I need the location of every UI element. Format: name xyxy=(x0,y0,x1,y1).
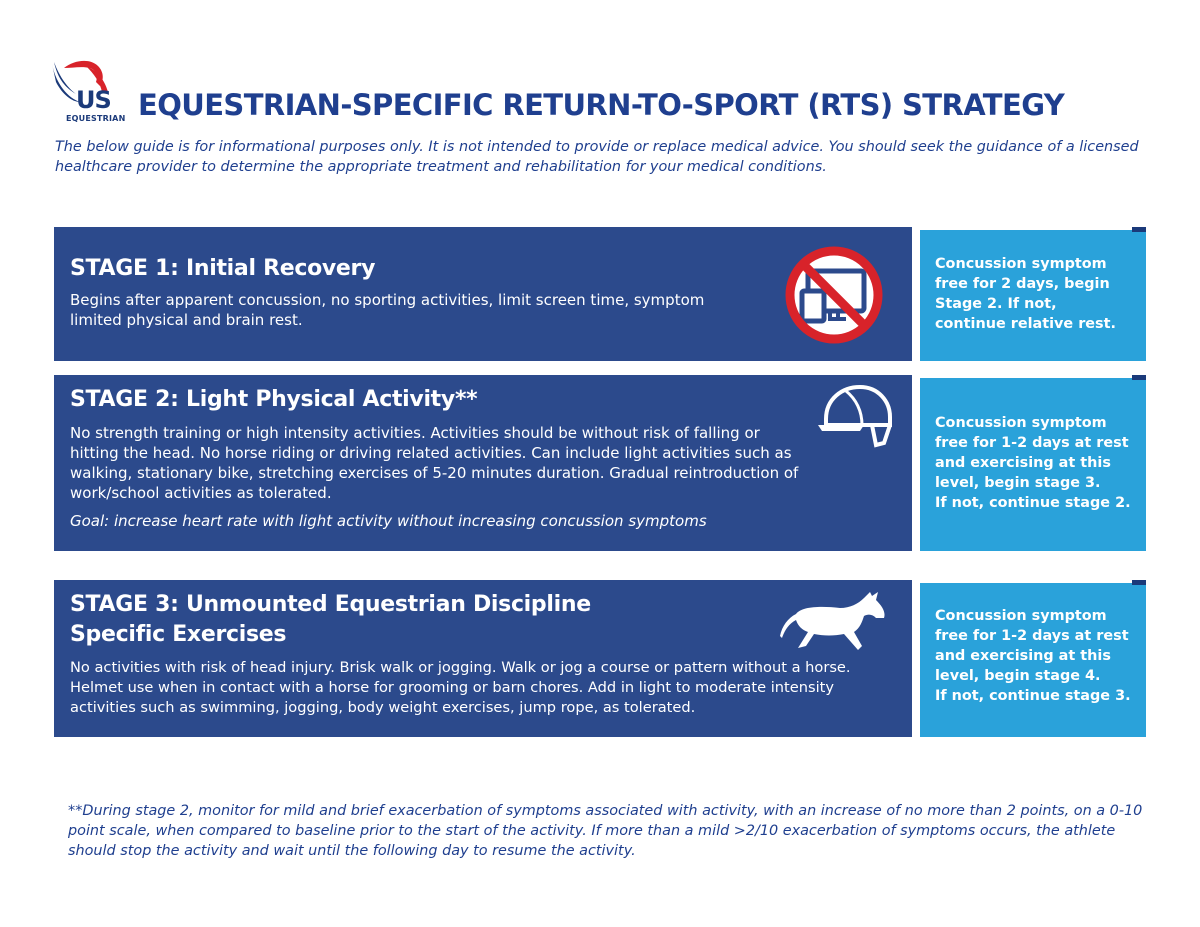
stage-1-panel: STAGE 1: Initial Recovery Begins after a… xyxy=(54,227,912,361)
stage-2-next-step: Concussion symptom free for 1-2 days at … xyxy=(935,415,1129,491)
no-screens-icon xyxy=(785,246,883,344)
stage-2-description: No strength training or high intensity a… xyxy=(70,424,799,502)
horse-head-logo-icon xyxy=(52,60,108,102)
footnote-text: **During stage 2, monitor for mild and b… xyxy=(68,803,1143,859)
stage-2-next-step-panel: Concussion symptom free for 1-2 days at … xyxy=(920,375,1146,551)
stage-3-description: No activities with risk of head injury. … xyxy=(70,659,851,716)
us-equestrian-logo: US EQUESTRIAN xyxy=(46,58,138,128)
stage-3-next-step-panel: Concussion symptom free for 1-2 days at … xyxy=(920,580,1146,737)
stage-3-next-step: Concussion symptom free for 1-2 days at … xyxy=(935,608,1129,684)
stage-1-next-step-panel: Concussion symptom free for 2 days, begi… xyxy=(920,227,1146,361)
page-title: EQUESTRIAN-SPECIFIC RETURN-TO-SPORT (RTS… xyxy=(138,88,1065,122)
stage-2-else-step: If not, continue stage 2. xyxy=(935,495,1131,511)
logo-us-text: US xyxy=(76,86,112,114)
stage-3-title-line-2: Specific Exercises xyxy=(70,622,287,647)
stage-3-else-step: If not, continue stage 3. xyxy=(935,688,1131,704)
trotting-horse-icon xyxy=(780,592,885,650)
stage-1-description: Begins after apparent concussion, no spo… xyxy=(70,291,705,329)
stage-2-goal: Goal: increase heart rate with light act… xyxy=(70,512,707,530)
stage-2-panel: STAGE 2: Light Physical Activity** No st… xyxy=(54,375,912,551)
stage-3-title-line-1: STAGE 3: Unmounted Equestrian Discipline xyxy=(70,592,591,617)
stage-3-panel: STAGE 3: Unmounted Equestrian Discipline… xyxy=(54,580,912,737)
riding-helmet-icon xyxy=(818,384,892,448)
stage-1-title: STAGE 1: Initial Recovery xyxy=(70,256,376,281)
stage-1-next-step: Concussion symptom free for 2 days, begi… xyxy=(935,256,1116,332)
logo-wordmark: EQUESTRIAN xyxy=(66,114,126,123)
stage-2-title: STAGE 2: Light Physical Activity** xyxy=(70,387,478,412)
disclaimer-text: The below guide is for informational pur… xyxy=(55,139,1139,175)
